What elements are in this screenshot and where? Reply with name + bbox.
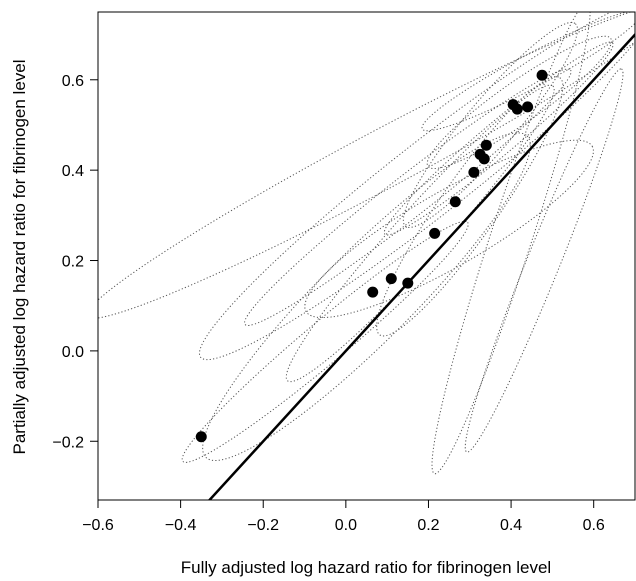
x-tick-label: −0.6	[82, 517, 114, 534]
x-tick-label: 0.6	[583, 517, 605, 534]
y-tick-label: 0.2	[62, 254, 84, 271]
confidence-ellipse	[383, 41, 614, 236]
data-point	[367, 286, 379, 298]
y-tick-label: 0.6	[62, 73, 84, 90]
data-point	[195, 431, 207, 443]
data-point	[522, 101, 534, 113]
confidence-ellipse	[98, 12, 635, 319]
x-tick-label: 0.4	[500, 517, 522, 534]
data-point	[468, 166, 480, 178]
confidence-ellipse	[304, 139, 594, 319]
confidence-ellipse	[285, 84, 555, 383]
data-point	[511, 103, 523, 115]
y-tick-label: 0.0	[62, 344, 84, 361]
y-axis-label: Partially adjusted log hazard ratio for …	[10, 59, 29, 454]
data-points	[195, 69, 548, 443]
confidence-ellipse	[198, 12, 635, 361]
y-tick-label: 0.4	[62, 163, 84, 180]
confidence-ellipse	[181, 220, 469, 463]
x-tick-label: −0.2	[247, 517, 279, 534]
x-axis-label: Fully adjusted log hazard ratio for fibr…	[181, 558, 551, 577]
confidence-ellipse	[202, 132, 531, 461]
confidence-ellipse	[402, 21, 578, 228]
confidence-ellipses	[98, 12, 635, 475]
data-point	[429, 227, 441, 239]
data-point	[449, 196, 461, 208]
confidence-ellipse	[426, 35, 612, 170]
reference-line-layer	[207, 32, 635, 500]
x-tick-label: −0.4	[165, 517, 197, 534]
plot-frame	[97, 11, 636, 501]
y-tick-label: −0.2	[52, 434, 84, 451]
reference-line	[207, 32, 635, 500]
confidence-ellipse	[376, 76, 564, 337]
y-axis: −0.2 0.0 0.2 0.4 0.6	[52, 73, 98, 451]
x-axis: −0.6 −0.4 −0.2 0.0 0.2 0.4 0.6	[82, 500, 605, 534]
x-tick-label: 0.0	[335, 517, 357, 534]
confidence-ellipse	[464, 68, 624, 453]
confidence-ellipse	[244, 68, 572, 326]
data-point	[536, 69, 548, 81]
data-point	[478, 153, 490, 165]
confidence-ellipse	[431, 12, 591, 475]
x-tick-label: 0.2	[417, 517, 439, 534]
data-point	[385, 273, 397, 285]
data-point	[480, 139, 492, 151]
confidence-ellipse	[421, 12, 635, 132]
data-point	[402, 277, 414, 289]
